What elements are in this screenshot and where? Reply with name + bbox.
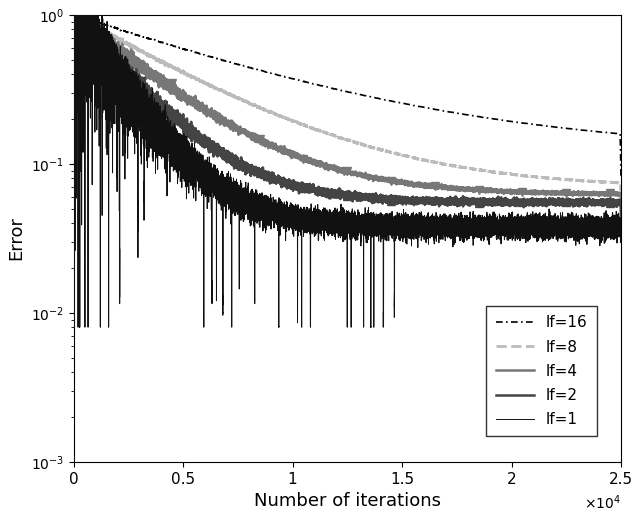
lf=2	[127, 69, 134, 75]
X-axis label: Number of iterations: Number of iterations	[254, 492, 441, 510]
lf=4	[74, 17, 81, 23]
lf=4	[127, 58, 134, 64]
lf=1	[372, 232, 380, 238]
lf=4	[372, 175, 380, 181]
lf=1	[349, 221, 356, 227]
lf=1	[369, 217, 376, 223]
lf=8	[372, 145, 380, 151]
Line: lf=2: lf=2	[74, 3, 621, 232]
Text: $\times 10^4$: $\times 10^4$	[584, 493, 621, 512]
lf=2	[372, 196, 380, 202]
lf=16	[520, 120, 527, 126]
lf=16	[617, 174, 625, 180]
lf=16	[127, 30, 134, 36]
lf=16	[72, 12, 79, 18]
lf=8	[349, 138, 356, 144]
Line: lf=1: lf=1	[74, 0, 621, 327]
lf=2	[72, 0, 79, 6]
lf=8	[70, 55, 77, 62]
lf=8	[74, 12, 81, 18]
lf=8	[520, 173, 527, 179]
lf=4	[617, 222, 625, 228]
Y-axis label: Error: Error	[7, 216, 25, 260]
lf=16	[349, 90, 356, 96]
lf=1	[520, 218, 527, 224]
lf=4	[349, 171, 356, 177]
lf=1	[70, 324, 78, 330]
lf=1	[70, 18, 77, 24]
lf=16	[369, 94, 376, 100]
lf=1	[127, 66, 134, 72]
lf=2	[369, 196, 376, 203]
lf=2	[520, 202, 527, 208]
lf=2	[617, 229, 625, 235]
lf=8	[617, 221, 625, 227]
Line: lf=8: lf=8	[74, 14, 621, 224]
Line: lf=4: lf=4	[74, 6, 621, 225]
lf=4	[70, 47, 77, 53]
lf=8	[72, 11, 79, 17]
Line: lf=16: lf=16	[74, 15, 621, 177]
lf=2	[349, 198, 356, 204]
lf=1	[617, 216, 625, 222]
lf=2	[70, 41, 77, 47]
lf=2	[74, 6, 81, 12]
lf=16	[74, 13, 81, 19]
lf=8	[369, 144, 376, 150]
lf=16	[372, 95, 380, 101]
lf=16	[70, 56, 77, 63]
lf=4	[72, 3, 80, 9]
Legend: lf=16, lf=8, lf=4, lf=2, lf=1: lf=16, lf=8, lf=4, lf=2, lf=1	[486, 306, 597, 436]
lf=4	[520, 188, 527, 194]
lf=4	[369, 175, 376, 181]
lf=1	[74, 44, 81, 51]
lf=8	[127, 42, 134, 49]
